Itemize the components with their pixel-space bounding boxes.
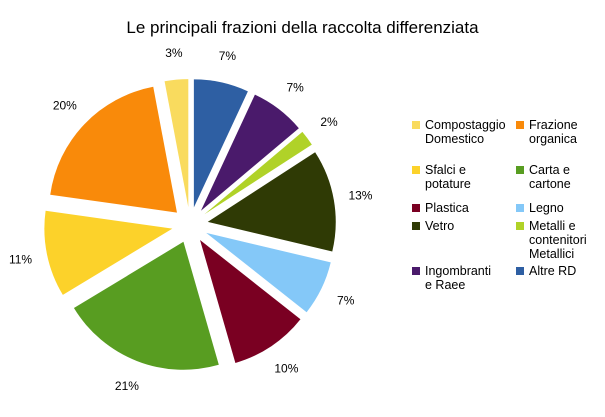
- pie-data-label-0: 7%: [219, 49, 237, 63]
- legend-swatch-2: [412, 166, 420, 174]
- legend-swatch-1: [516, 121, 524, 129]
- legend-swatch-4: [412, 204, 420, 212]
- legend-swatch-6: [412, 222, 420, 230]
- pie-data-label-1: 7%: [286, 81, 304, 95]
- legend-swatch-8: [412, 267, 420, 275]
- legend-item-5: Legno: [516, 201, 564, 215]
- pie-slice-1: [200, 94, 299, 211]
- legend-label-5: Legno: [529, 201, 564, 215]
- legend-label-8: Ingombranti e Raee: [425, 264, 492, 292]
- legend-item-7: Metalli e contenitori Metallici: [516, 219, 587, 261]
- legend-swatch-9: [516, 267, 524, 275]
- legend-swatch-5: [516, 204, 524, 212]
- legend-item-3: Carta e cartone: [516, 163, 571, 191]
- pie-data-label-3: 13%: [348, 189, 372, 203]
- pie-slice-7: [44, 210, 173, 295]
- legend-label-9: Altre RD: [529, 264, 577, 278]
- pie-slice-5: [200, 239, 301, 363]
- legend-label-1: Frazione organica: [529, 118, 578, 146]
- pie-slice-9: [164, 79, 189, 208]
- pie-slice-3: [207, 152, 336, 252]
- legend-item-4: Plastica: [412, 201, 469, 215]
- legend-swatch-0: [412, 121, 420, 129]
- pie-slice-4: [206, 232, 331, 313]
- legend-swatch-3: [516, 166, 524, 174]
- legend-item-8: Ingombranti e Raee: [412, 264, 491, 292]
- pie-slice-0: [193, 79, 248, 208]
- legend-label-7: Metalli e contenitori Metallici: [529, 219, 587, 261]
- chart-title: Le principali frazioni della raccolta di…: [126, 18, 479, 37]
- pie-data-label-7: 11%: [9, 253, 32, 267]
- legend-item-2: Sfalci e potature: [412, 163, 471, 191]
- pie-slice-8: [50, 86, 177, 213]
- pie-data-label-9: 3%: [165, 46, 183, 60]
- legend-label-4: Plastica: [425, 201, 469, 215]
- pie-data-label-8: 20%: [53, 99, 77, 113]
- legend-swatch-7: [516, 222, 524, 230]
- legend-label-3: Carta e cartone: [529, 163, 571, 191]
- legend-item-1: Frazione organica: [516, 118, 578, 146]
- pie-data-label-5: 10%: [274, 362, 298, 376]
- pie-data-label-2: 2%: [320, 115, 338, 129]
- legend-item-0: Compostaggio Domestico: [412, 118, 506, 146]
- legend-item-6: Vetro: [412, 219, 454, 233]
- pie-data-label-6: 21%: [115, 379, 139, 393]
- legend-label-0: Compostaggio Domestico: [425, 118, 506, 146]
- pie-slice-6: [73, 241, 219, 370]
- legend-label-2: Sfalci e potature: [425, 163, 471, 191]
- pie-slice-2: [204, 131, 312, 215]
- legend-item-9: Altre RD: [516, 264, 576, 278]
- legend-label-6: Vetro: [425, 219, 455, 233]
- pie-data-label-4: 7%: [337, 293, 355, 307]
